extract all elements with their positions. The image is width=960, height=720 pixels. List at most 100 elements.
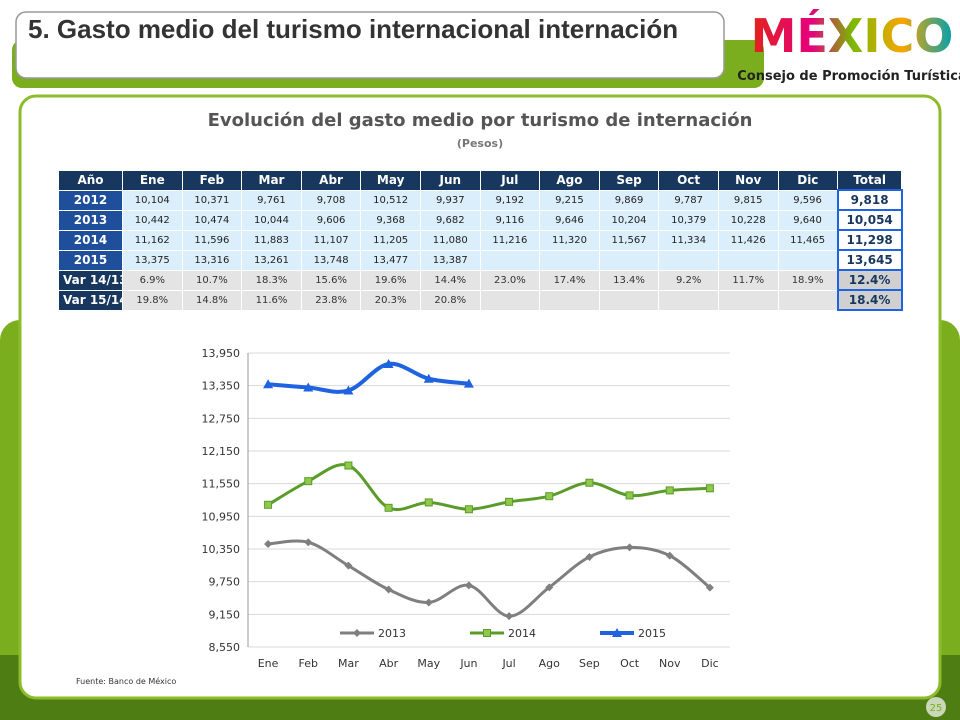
x-tick-label: Mar (338, 657, 359, 670)
cell: 10,379 (658, 209, 719, 231)
y-tick-label: 10,950 (202, 510, 241, 523)
marker (464, 505, 473, 514)
cell (598, 249, 660, 271)
cell: 11,883 (241, 229, 302, 251)
x-tick-label: Abr (379, 657, 399, 670)
cell: 9,192 (479, 189, 541, 211)
cell: 9,646 (539, 209, 600, 231)
cell: 10,054 (836, 209, 903, 231)
cell: 13,748 (300, 249, 362, 271)
cell: 18.9% (777, 269, 839, 291)
table-row: Var 15/14 19.8% 14.8% 11.6% 23.8% 20.3% 20.8% 1… (58, 289, 903, 311)
cell: 11,596 (181, 229, 243, 251)
cell: 11,162 (122, 229, 183, 251)
title-box (15, 11, 725, 79)
marker (545, 492, 554, 501)
cell: 11.7% (717, 269, 779, 291)
header-row: Año Ene Feb Mar Abr May Jun Jul Ago Sep Oct Nov Dic T… (58, 170, 903, 191)
cell: 10,371 (181, 189, 243, 211)
cell: 18.4% (836, 289, 903, 311)
table-row: Var 14/13 6.9% 10.7% 18.3% 15.6% 19.6% 14.4% 23… (58, 269, 903, 291)
cell: 14.4% (419, 269, 481, 291)
marker (665, 551, 674, 560)
cell: 11,080 (419, 229, 481, 251)
cell: 10,104 (122, 189, 183, 211)
marker (263, 379, 274, 389)
series-line (267, 361, 470, 394)
cell: 9,596 (777, 189, 839, 211)
cell: 10,228 (717, 209, 779, 231)
y-tick-label: 12,150 (202, 445, 241, 458)
marker (383, 358, 394, 368)
cell: 9,869 (598, 189, 660, 211)
cell: 13.4% (598, 269, 660, 291)
page-number: 25 (930, 703, 943, 714)
y-tick-label: 12,750 (202, 412, 241, 425)
table-row: 2014 11,162 11,596 11,883 11,107 11,205 11,080… (58, 229, 903, 251)
cell: 13,477 (360, 249, 421, 271)
marker (423, 373, 434, 383)
cell (479, 249, 541, 271)
table-row: 2015 13,375 13,316 13,261 13,748 13,477 13,387… (58, 249, 903, 271)
cell: 13,387 (419, 249, 481, 271)
cell: 15.6% (300, 269, 362, 291)
cell: 13,645 (836, 249, 903, 271)
cell: 11,107 (300, 229, 362, 251)
marker (424, 598, 433, 607)
cell: 13,261 (241, 249, 302, 271)
cell: 17.4% (539, 269, 600, 291)
cell: 9,818 (836, 189, 903, 211)
header-cell: Feb (181, 170, 243, 191)
x-tick-label: Jun (459, 657, 477, 670)
cell (658, 289, 719, 311)
marker (585, 552, 594, 561)
cell: 9,682 (419, 209, 481, 231)
cell: 11,298 (836, 229, 903, 251)
x-tick-label: May (417, 657, 440, 670)
x-tick-label: Ago (539, 657, 561, 670)
cell: 11,216 (479, 229, 541, 251)
header-cell: Sep (598, 170, 660, 191)
cell: 14.8% (181, 289, 243, 311)
header-cell: Ene (122, 170, 183, 191)
marker (625, 543, 634, 552)
cell: 11,205 (360, 229, 421, 251)
data-table: Año Ene Feb Mar Abr May Jun Jul Ago Sep Oct Nov Dic T… (58, 170, 903, 311)
cell: 11,334 (658, 229, 719, 251)
marker (545, 583, 554, 592)
cell: 9,640 (777, 209, 839, 231)
marker (384, 503, 393, 512)
legend-label: 2014 (508, 627, 536, 640)
cell: 11,320 (539, 229, 600, 251)
cell: 10.7% (181, 269, 243, 291)
x-tick-label: Dic (701, 657, 719, 670)
header-cell: May (360, 170, 421, 191)
marker (464, 581, 473, 590)
y-tick-label: 9,150 (209, 608, 241, 621)
marker (343, 385, 354, 395)
cell: 9,937 (419, 189, 481, 211)
x-tick-label: Feb (299, 657, 318, 670)
x-tick-label: Oct (620, 657, 640, 670)
marker (304, 477, 313, 486)
cell (777, 249, 839, 271)
header-cell: Total (837, 170, 903, 191)
cell: 12.4% (836, 269, 903, 291)
marker (424, 498, 433, 507)
cell: 19.6% (360, 269, 421, 291)
legend-label: 2013 (378, 627, 406, 640)
table-subtitle: (Pesos) (456, 137, 504, 150)
header-cell: Nov (717, 170, 779, 191)
cell: 23.0% (479, 269, 541, 291)
cell (717, 289, 779, 311)
row-label: 2015 (58, 249, 123, 271)
cell: 10,474 (181, 209, 243, 231)
marker (505, 612, 514, 621)
cell: 23.8% (300, 289, 362, 311)
legend-label: 2015 (638, 627, 666, 640)
y-tick-label: 13,950 (202, 347, 241, 360)
x-tick-label: Sep (579, 657, 600, 670)
marker (264, 500, 273, 509)
